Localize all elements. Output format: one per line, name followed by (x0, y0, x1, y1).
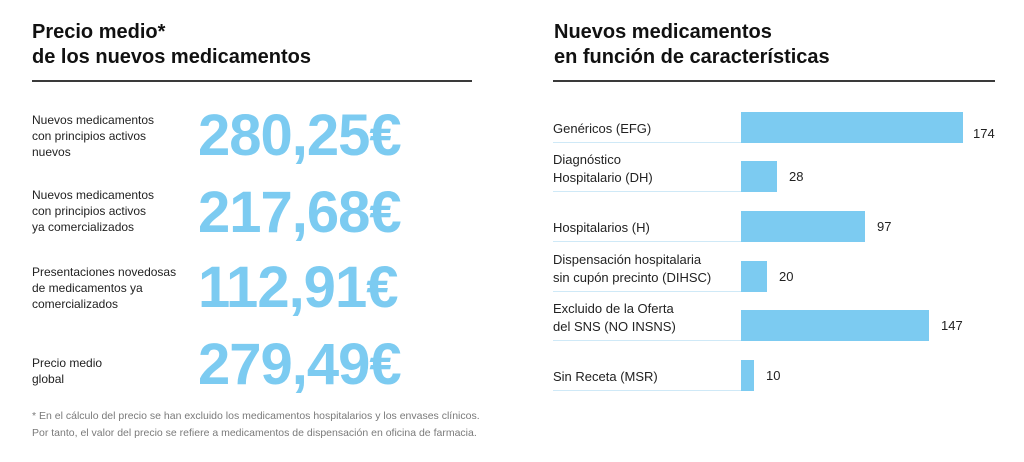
bar-category-label: Sin Receta (MSR) (553, 368, 658, 386)
category-label-line: Hospitalario (DH) (553, 170, 653, 185)
label-line: Precio medio (32, 356, 103, 370)
bar-value-label: 97 (877, 219, 892, 234)
price-value: 112,91€ (198, 255, 398, 320)
category-label-line: Diagnóstico (553, 152, 621, 167)
price-panel-title: Precio medio* de los nuevos medicamentos (32, 20, 311, 70)
price-title-line1: Precio medio* (32, 21, 166, 43)
bar (741, 211, 865, 242)
bar-value-label: 20 (779, 269, 794, 284)
bar-baseline (553, 390, 741, 391)
category-label-line: Hospitalarios (H) (553, 220, 650, 235)
footnote: * En el cálculo del precio se han exclui… (32, 408, 480, 442)
bar-category-label: Hospitalarios (H) (553, 219, 650, 237)
bar (741, 310, 929, 341)
label-line: con principios activos (32, 204, 147, 218)
chart-title: Nuevos medicamentos en función de caract… (554, 20, 830, 70)
price-value: 279,49€ (198, 332, 402, 397)
price-item-label: Nuevos medicamentos con principios activ… (32, 187, 154, 235)
bar-value-label: 28 (789, 169, 804, 184)
bar-baseline (553, 291, 741, 292)
chart-title-line1: Nuevos medicamentos (554, 21, 772, 43)
label-line: nuevos (32, 145, 71, 159)
bar (741, 112, 963, 143)
label-line: de medicamentos ya (32, 281, 143, 295)
bar-baseline (553, 142, 741, 143)
bar-value-label: 10 (766, 368, 781, 383)
bar (741, 161, 777, 192)
price-title-divider (32, 80, 472, 82)
label-line: con principios activos (32, 129, 147, 143)
bar-category-label: Excluido de la Oferta del SNS (NO INSNS) (553, 300, 676, 336)
bar-baseline (553, 241, 741, 242)
category-label-line: sin cupón precinto (DIHSC) (553, 270, 712, 285)
bar-baseline (553, 191, 741, 192)
price-value: 217,68€ (198, 180, 402, 245)
label-line: Nuevos medicamentos (32, 113, 155, 127)
bar-category-label: Dispensación hospitalaria sin cupón preci… (553, 251, 711, 287)
price-item-label: Nuevos medicamentos con principios activ… (32, 112, 154, 160)
label-line: Presentaciones novedosas (32, 265, 177, 279)
bar-value-label: 174 (973, 126, 995, 141)
bar-category-label: Diagnóstico Hospitalario (DH) (553, 151, 653, 187)
bar (741, 261, 767, 292)
label-line: ya comercializados (32, 220, 135, 234)
category-label-line: Sin Receta (MSR) (553, 369, 658, 384)
price-item-label: Presentaciones novedosas de medicamentos… (32, 264, 176, 312)
category-label-line: Dispensación hospitalaria (553, 252, 702, 267)
bar-category-label: Genéricos (EFG) (553, 120, 651, 138)
bar-value-label: 147 (941, 318, 963, 333)
bar (741, 360, 754, 391)
label-line: global (32, 372, 65, 386)
chart-title-line2: en función de características (554, 46, 830, 68)
footnote-line: * En el cálculo del precio se han exclui… (32, 410, 480, 422)
category-label-line: Excluido de la Oferta (553, 301, 674, 316)
price-item-label: Precio medio global (32, 355, 102, 387)
footnote-line: Por tanto, el valor del precio se refier… (32, 427, 477, 439)
category-label-line: Genéricos (EFG) (553, 121, 652, 136)
chart-title-divider (553, 80, 995, 82)
price-title-line2: de los nuevos medicamentos (32, 46, 311, 68)
category-label-line: del SNS (NO INSNS) (553, 319, 676, 334)
bar-baseline (553, 340, 741, 341)
price-value: 280,25€ (198, 103, 402, 168)
label-line: Nuevos medicamentos (32, 188, 155, 202)
label-line: comercializados (32, 297, 119, 311)
